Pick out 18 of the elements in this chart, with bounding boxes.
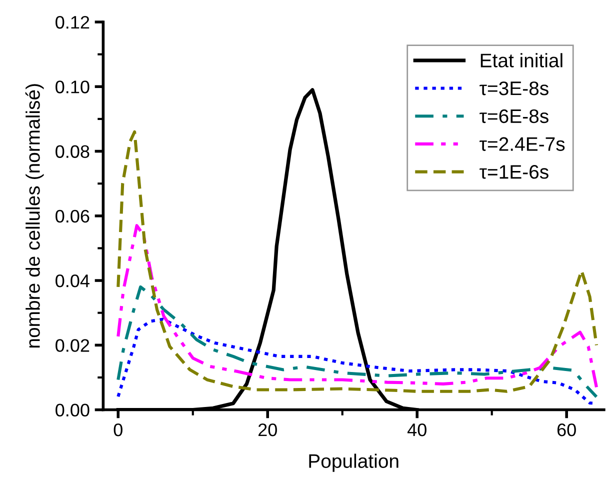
legend-label: τ=6E-8s (480, 109, 548, 124)
legend-label: Etat initial (480, 53, 562, 68)
x-tick-label: 60 (557, 423, 576, 436)
y-tick-label: 0.02 (56, 339, 90, 352)
y-tick-label: 0.00 (56, 404, 90, 416)
y-tick-label: 0.06 (56, 210, 90, 223)
y-tick-label: 0.08 (56, 145, 90, 158)
x-tick-label: 40 (407, 423, 426, 436)
legend-label: τ=1E-6s (480, 165, 548, 179)
x-tick-label: 0 (114, 423, 122, 436)
y-tick-label: 0.12 (56, 16, 90, 29)
y-tick-label: 0.04 (56, 274, 90, 288)
y-axis-title: nombre de cellules (normalisé) (25, 84, 44, 348)
y-tick-label: 0.10 (56, 80, 90, 94)
legend-label: τ=2.4E-7s (480, 137, 565, 151)
legend-label: τ=3E-8s (480, 81, 548, 96)
x-axis-title: Population (309, 454, 398, 472)
x-tick-label: 20 (258, 423, 277, 436)
